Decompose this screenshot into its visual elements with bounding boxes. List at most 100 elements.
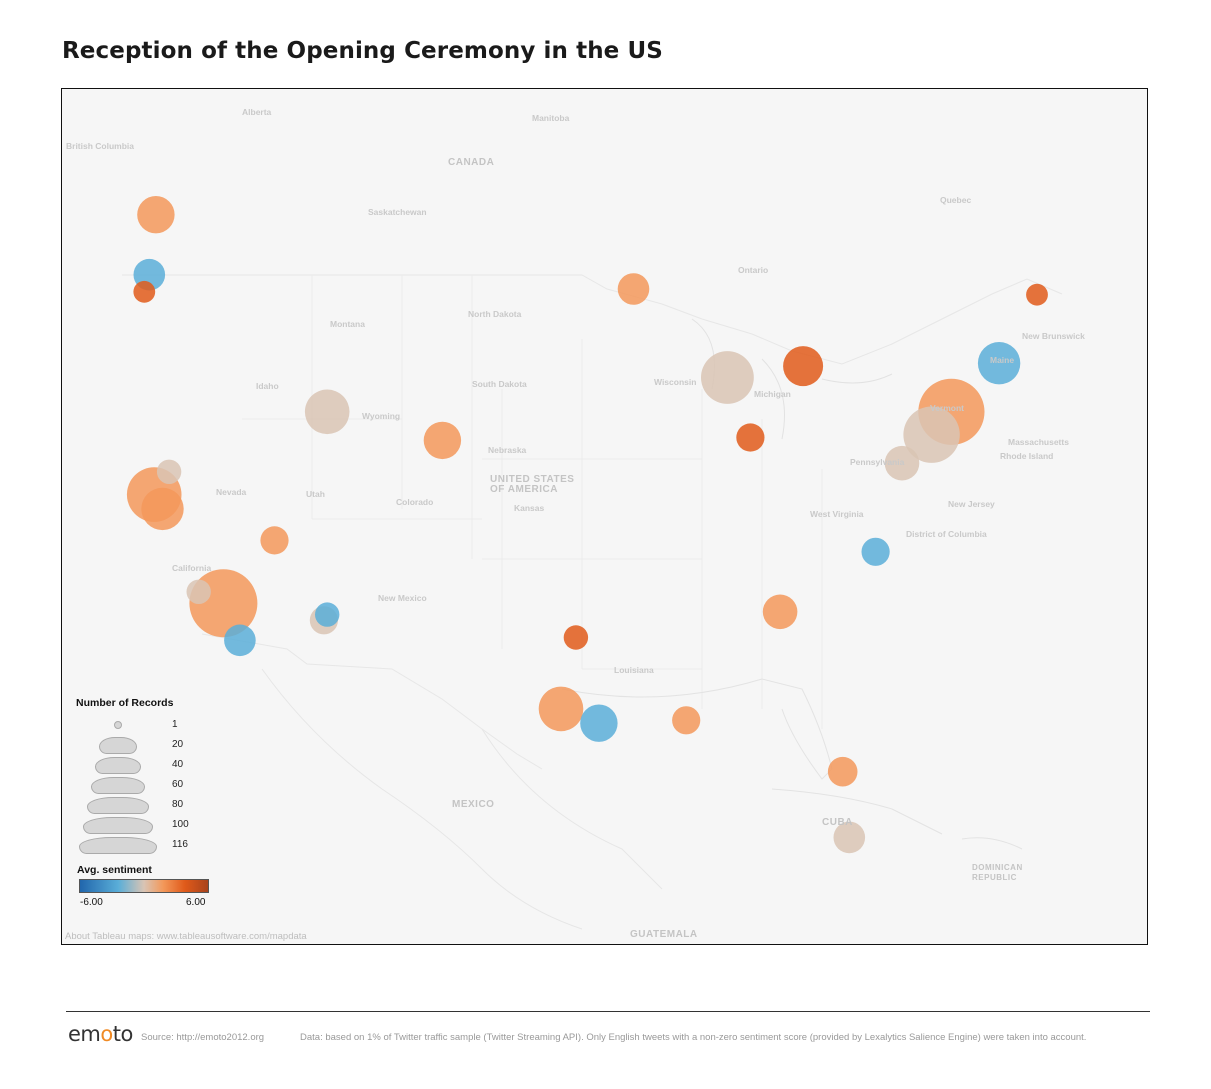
bubble-mark[interactable] <box>260 526 289 555</box>
size-legend-value: 60 <box>172 779 184 790</box>
footer-divider <box>66 1011 1150 1012</box>
size-legend-row: 100 <box>76 815 216 835</box>
size-legend: Number of Records 1 20 40 60 80 100 116 <box>76 697 216 855</box>
size-legend-row: 40 <box>76 755 216 775</box>
map-label-kansas: Kansas <box>514 503 545 513</box>
bubble-mark[interactable] <box>672 706 701 735</box>
cuba-outline <box>771 788 943 835</box>
bubble-mark[interactable] <box>903 406 960 463</box>
map-label-michigan: Michigan <box>754 389 791 399</box>
color-legend-gradient <box>79 879 209 893</box>
size-legend-shape <box>76 715 162 735</box>
size-legend-row: 116 <box>76 835 216 855</box>
border-us-mexico <box>201 633 543 770</box>
map-label-new-brunswick: New Brunswick <box>1022 331 1085 341</box>
map-label-wisconsin: Wisconsin <box>654 377 697 387</box>
map-label-new-mexico: New Mexico <box>378 593 427 603</box>
size-legend-row: 20 <box>76 735 216 755</box>
map-label-quebec: Quebec <box>940 195 972 205</box>
size-legend-value: 100 <box>172 819 189 830</box>
bubble-mark[interactable] <box>315 602 340 627</box>
map-label-rhode-island: Rhode Island <box>1000 451 1054 461</box>
about-tableau-maps-link[interactable]: About Tableau maps: www.tableausoftware.… <box>65 931 307 942</box>
bubble-mark[interactable] <box>538 686 584 732</box>
size-legend-value: 20 <box>172 739 184 750</box>
footer-source: Source: http://emoto2012.org <box>141 1032 265 1043</box>
size-legend-value: 80 <box>172 799 184 810</box>
map-label-north-dakota: North Dakota <box>468 309 522 319</box>
map-label-louisiana: Louisiana <box>614 665 654 675</box>
size-legend-shape <box>76 795 162 815</box>
bubble-mark[interactable] <box>156 459 182 484</box>
size-legend-shape <box>76 815 162 835</box>
color-legend-min: -6.00 <box>80 897 103 908</box>
bubble-mark[interactable] <box>827 756 858 787</box>
map-label-ontario: Ontario <box>738 265 769 275</box>
map-label-nevada: Nevada <box>216 487 247 497</box>
bubble-mark[interactable] <box>1026 283 1048 306</box>
size-legend-row: 80 <box>76 795 216 815</box>
map-label-new-jersey: New Jersey <box>948 499 995 509</box>
footer-notes: Data: based on 1% of Twitter traffic sam… <box>300 1032 1087 1043</box>
map-label-wyoming: Wyoming <box>362 411 401 421</box>
map-label-colorado: Colorado <box>396 497 434 507</box>
bubble-layer <box>126 196 1048 854</box>
bubble-mark[interactable] <box>563 625 589 650</box>
map-label-west-virginia: West Virginia <box>810 509 864 519</box>
map-label-mexico: MEXICO <box>452 799 495 810</box>
color-legend-title: Avg. sentiment <box>77 864 152 876</box>
size-legend-shape <box>76 735 162 755</box>
map-label-british-columbia: British Columbia <box>66 141 135 151</box>
basemap <box>122 274 1063 930</box>
map-label-montana: Montana <box>330 319 365 329</box>
gulf-coast <box>561 678 833 780</box>
size-legend-shape <box>76 775 162 795</box>
size-legend-row: 1 <box>76 715 216 735</box>
map-label-utah: Utah <box>306 489 325 499</box>
color-legend-max: 6.00 <box>186 897 206 908</box>
bubble-mark[interactable] <box>783 346 824 387</box>
bubble-mark[interactable] <box>186 579 211 604</box>
mexico-outline <box>261 668 663 930</box>
bubble-mark[interactable] <box>304 389 350 435</box>
bubble-mark[interactable] <box>580 704 618 742</box>
bubble-mark[interactable] <box>141 487 184 531</box>
map-view[interactable]: Alberta Manitoba British Columbia CANADA… <box>61 88 1148 945</box>
map-label-usa: UNITED STATES OF AMERICA <box>490 474 575 495</box>
map-canvas[interactable] <box>62 89 1148 945</box>
hispaniola-outline <box>961 837 1023 850</box>
page-title: Reception of the Opening Ceremony in the… <box>62 38 663 64</box>
bubble-mark[interactable] <box>833 821 866 854</box>
bubble-mark[interactable] <box>736 423 765 452</box>
map-label-saskatchewan: Saskatchewan <box>368 207 427 217</box>
map-label-vermont: Vermont <box>930 403 965 413</box>
map-label-manitoba: Manitoba <box>532 113 570 123</box>
bubble-mark[interactable] <box>137 196 175 234</box>
bubble-mark[interactable] <box>977 342 1021 385</box>
map-label-district-of-columbia: District of Columbia <box>906 529 987 539</box>
map-label-alberta: Alberta <box>242 107 272 117</box>
map-label-south-dakota: South Dakota <box>472 379 527 389</box>
bubble-mark[interactable] <box>617 273 650 305</box>
border-us-canada <box>122 274 1063 365</box>
size-legend-value: 1 <box>172 719 178 730</box>
size-legend-value: 116 <box>172 839 188 850</box>
map-label-cuba: CUBA <box>822 817 853 828</box>
size-legend-row: 60 <box>76 775 216 795</box>
size-legend-shape <box>76 755 162 775</box>
bubble-mark[interactable] <box>884 445 920 481</box>
bubble-mark[interactable] <box>224 624 256 657</box>
bubble-mark[interactable] <box>762 594 798 630</box>
map-label-nebraska: Nebraska <box>488 445 527 455</box>
bubble-mark[interactable] <box>133 280 156 303</box>
bubble-mark[interactable] <box>861 537 890 566</box>
map-label-idaho: Idaho <box>256 381 279 391</box>
size-legend-title: Number of Records <box>76 697 174 709</box>
map-label-canada: CANADA <box>448 157 495 168</box>
bubble-mark[interactable] <box>423 421 462 460</box>
bubble-mark[interactable] <box>701 351 754 404</box>
map-label-guatemala: GUATEMALA <box>630 929 698 940</box>
emoto-logo: emoto <box>68 1022 133 1046</box>
map-label-california: California <box>172 563 212 573</box>
map-label-pennsylvania: Pennsylvania <box>850 457 905 467</box>
